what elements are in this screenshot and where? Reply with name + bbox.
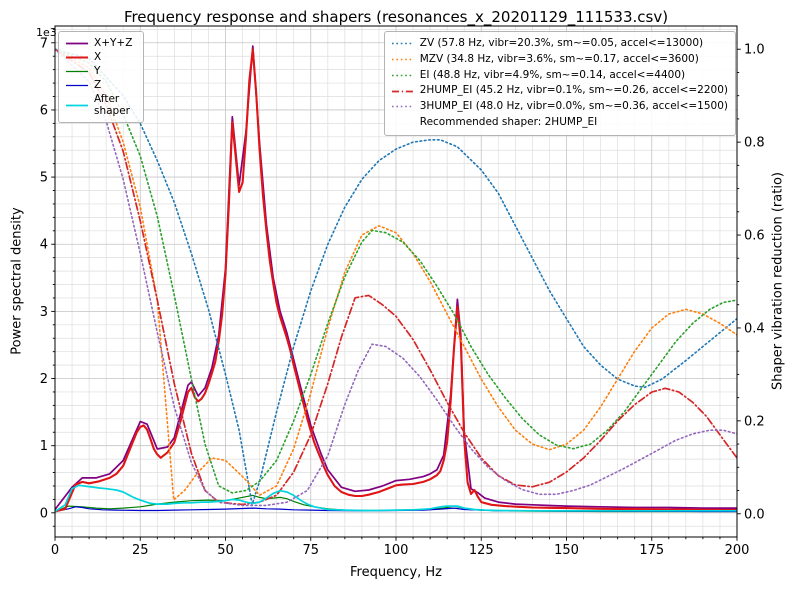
ticks-layer [51,28,741,541]
legend-item: Y [65,64,136,78]
legend-item-label: Y [94,65,101,78]
legend-line-sample [391,106,414,108]
svg-text:200: 200 [725,543,750,558]
legend-item-label: X+Y+Z [94,37,133,49]
legend-item-label: 3HUMP_EI (48.0 Hz, vibr=0.0%, sm~=0.36, … [419,100,728,112]
legend-item-label: X [94,51,102,64]
legend-item: ZV (57.8 Hz, vibr=20.3%, sm~=0.05, accel… [391,36,728,52]
svg-text:175: 175 [639,543,664,558]
legend-item-label: After shaper [94,93,131,118]
svg-text:0.8: 0.8 [744,136,765,151]
legend-item-label: MZV (34.8 Hz, vibr=3.6%, sm~=0.17, accel… [419,52,699,65]
svg-text:4: 4 [40,238,48,253]
svg-text:0.0: 0.0 [744,507,765,522]
svg-text:1.0: 1.0 [744,43,765,58]
legend-line-sample [66,70,88,72]
series-x [55,48,737,513]
svg-text:50: 50 [217,543,234,558]
legend-line-sample [66,104,88,107]
svg-text:0.4: 0.4 [744,321,765,336]
svg-text:6: 6 [40,103,48,118]
svg-text:2: 2 [40,372,48,387]
legend-item: EI (48.8 Hz, vibr=4.9%, sm~=0.14, accel<… [391,68,728,84]
legend-line-sample [66,56,88,59]
legend-shapers: ZV (57.8 Hz, vibr=20.3%, sm~=0.05, accel… [383,31,736,136]
legend-item-label: ZV (57.8 Hz, vibr=20.3%, sm~=0.05, accel… [419,37,704,49]
svg-text:75: 75 [302,543,319,558]
grid-minor [55,26,737,537]
series-layer [55,45,737,513]
legend-note: Recommended shaper: 2HUMP_EI [391,115,728,131]
y-axis-label-left: Power spectral density [9,207,25,355]
legend-line-sample [391,58,414,61]
svg-text:1: 1 [40,439,48,454]
chart-title: Frequency response and shapers (resonanc… [123,8,669,26]
svg-text:100: 100 [384,543,409,558]
legend-item: After shaper [65,92,136,118]
legend-note-label: Recommended shaper: 2HUMP_EI [419,115,598,128]
x-axis-label: Frequency, Hz [349,565,443,580]
legend-item: 3HUMP_EI (48.0 Hz, vibr=0.0%, sm~=0.36, … [391,99,728,115]
series-2hump_ei [55,48,737,506]
legend-line-sample [66,42,88,44]
axis-offset-text: 1e3 [36,26,57,39]
legend-item: X [65,50,136,64]
series-x+y+z [55,45,737,511]
svg-text:7: 7 [40,36,48,51]
series-ei [55,48,737,494]
svg-text:150: 150 [554,543,579,558]
svg-text:3: 3 [40,305,48,320]
legend-line-sample [66,84,88,86]
legend-item: Z [65,78,136,92]
legend-item: MZV (34.8 Hz, vibr=3.6%, sm~=0.17, accel… [391,52,728,68]
svg-text:0: 0 [51,543,59,558]
svg-text:0.2: 0.2 [744,414,765,429]
svg-text:25: 25 [132,543,149,558]
legend-item: 2HUMP_EI (45.2 Hz, vibr=0.1%, sm~=0.26, … [391,83,728,99]
legend-line-sample [391,74,414,77]
legend-line-sample [391,43,414,45]
legend-item: X+Y+Z [65,36,136,50]
legend-item-label: EI (48.8 Hz, vibr=4.9%, sm~=0.14, accel<… [419,68,686,81]
svg-text:5: 5 [40,171,48,186]
series-3hump_ei [55,48,737,507]
legend-item-label: Z [94,79,102,92]
series-mzv [55,48,737,501]
series-zv [55,48,737,506]
svg-text:0: 0 [40,506,48,521]
tick-labels: 0 25 50 75 100 125 150 175 200 0 1 2 3 4 5 6 7 0.0 0.2 0.4 0… [40,36,765,558]
svg-text:125: 125 [469,543,494,558]
svg-text:0.6: 0.6 [744,229,765,244]
legend-line-sample [391,90,414,92]
legend-sample-placeholder [391,117,415,128]
legend-psd: X+Y+Z X Y Z After shaper [58,31,144,124]
y-axis-label-right: Shaper vibration reduction (ratio) [770,172,786,390]
series-after-shaper [55,484,737,513]
legend-item-label: 2HUMP_EI (45.2 Hz, vibr=0.1%, sm~=0.26, … [419,84,728,97]
